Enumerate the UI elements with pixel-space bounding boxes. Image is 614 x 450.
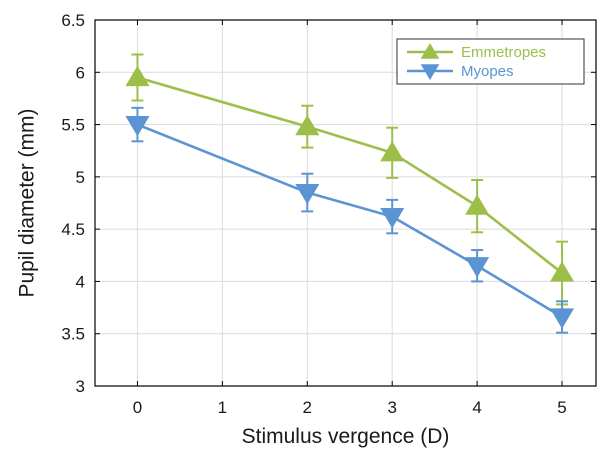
data-point xyxy=(549,308,575,329)
y-tick-label: 5 xyxy=(76,168,85,187)
data-series xyxy=(125,53,575,334)
x-tick-label: 3 xyxy=(387,398,396,417)
y-tick-label: 5.5 xyxy=(61,116,85,135)
data-point xyxy=(295,183,320,205)
legend-label-emmetropes: Emmetropes xyxy=(461,44,546,61)
y-tick-label: 4 xyxy=(76,272,85,291)
data-point xyxy=(380,141,405,162)
data-point xyxy=(465,194,490,215)
series-myopes xyxy=(125,106,575,334)
legend-marker-myopes xyxy=(420,64,440,80)
plot-area-frame xyxy=(94,19,597,387)
x-tick-label: 5 xyxy=(557,398,566,417)
data-point xyxy=(125,115,150,137)
data-point xyxy=(465,257,490,278)
x-tick-label: 2 xyxy=(303,398,312,417)
series-line xyxy=(136,123,563,319)
y-tick-label: 3.5 xyxy=(61,325,85,344)
y-tick-label: 6.5 xyxy=(61,11,85,30)
data-point xyxy=(380,207,405,229)
data-point xyxy=(125,65,150,87)
x-axis-title: Stimulus vergence (D) xyxy=(242,425,450,448)
series-line xyxy=(137,76,563,275)
legend-label-myopes: Myopes xyxy=(461,63,514,80)
legend-marker-emmetropes xyxy=(420,43,440,59)
y-tick-label: 3 xyxy=(76,377,85,396)
y-axis-title: Pupil diameter (mm) xyxy=(15,108,38,297)
x-tick-label: 0 xyxy=(133,398,142,417)
data-point xyxy=(549,261,575,282)
x-tick-label: 1 xyxy=(218,398,227,417)
data-point xyxy=(295,114,320,136)
axis-ticks: 0 1 2 3 4 5 3 3.5 4 4.5 5 5.5 6 6.5 xyxy=(61,11,596,417)
series-emmetropes xyxy=(125,53,575,306)
x-tick-label: 4 xyxy=(472,398,481,417)
y-tick-label: 4.5 xyxy=(61,220,85,239)
y-tick-label: 6 xyxy=(76,63,85,82)
legend: Emmetropes Myopes xyxy=(396,38,585,85)
